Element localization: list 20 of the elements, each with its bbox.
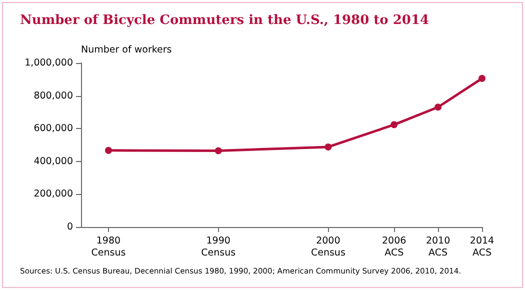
point — [104, 146, 112, 154]
point — [390, 121, 398, 128]
x-tick-label: 2006 ACS — [382, 236, 406, 258]
point — [324, 143, 332, 150]
x-tick-label: 2014 ACS — [470, 236, 494, 258]
y-tick-label: 1,000,000 — [24, 58, 73, 68]
x-tick-label: 1980 Census — [91, 236, 126, 258]
y-tick-label: 400,000 — [34, 156, 73, 167]
point — [434, 104, 442, 111]
y-axis-title: Number of workers — [81, 44, 172, 56]
x-tick-label: 2010 ACS — [426, 236, 450, 258]
x-tick-label: 1990 Census — [201, 236, 236, 258]
chart-title: Number of Bicycle Commuters in the U.S., 1980 to 2014 — [20, 13, 430, 28]
y-tick-label: 800,000 — [34, 90, 73, 102]
point — [478, 74, 486, 82]
y-tick-label: 200,000 — [34, 188, 73, 200]
point — [214, 147, 222, 154]
y-tick-label: 600,000 — [34, 123, 73, 134]
x-tick-label: 2000 Census — [310, 236, 346, 258]
y-tick-label: 0 — [66, 222, 73, 232]
